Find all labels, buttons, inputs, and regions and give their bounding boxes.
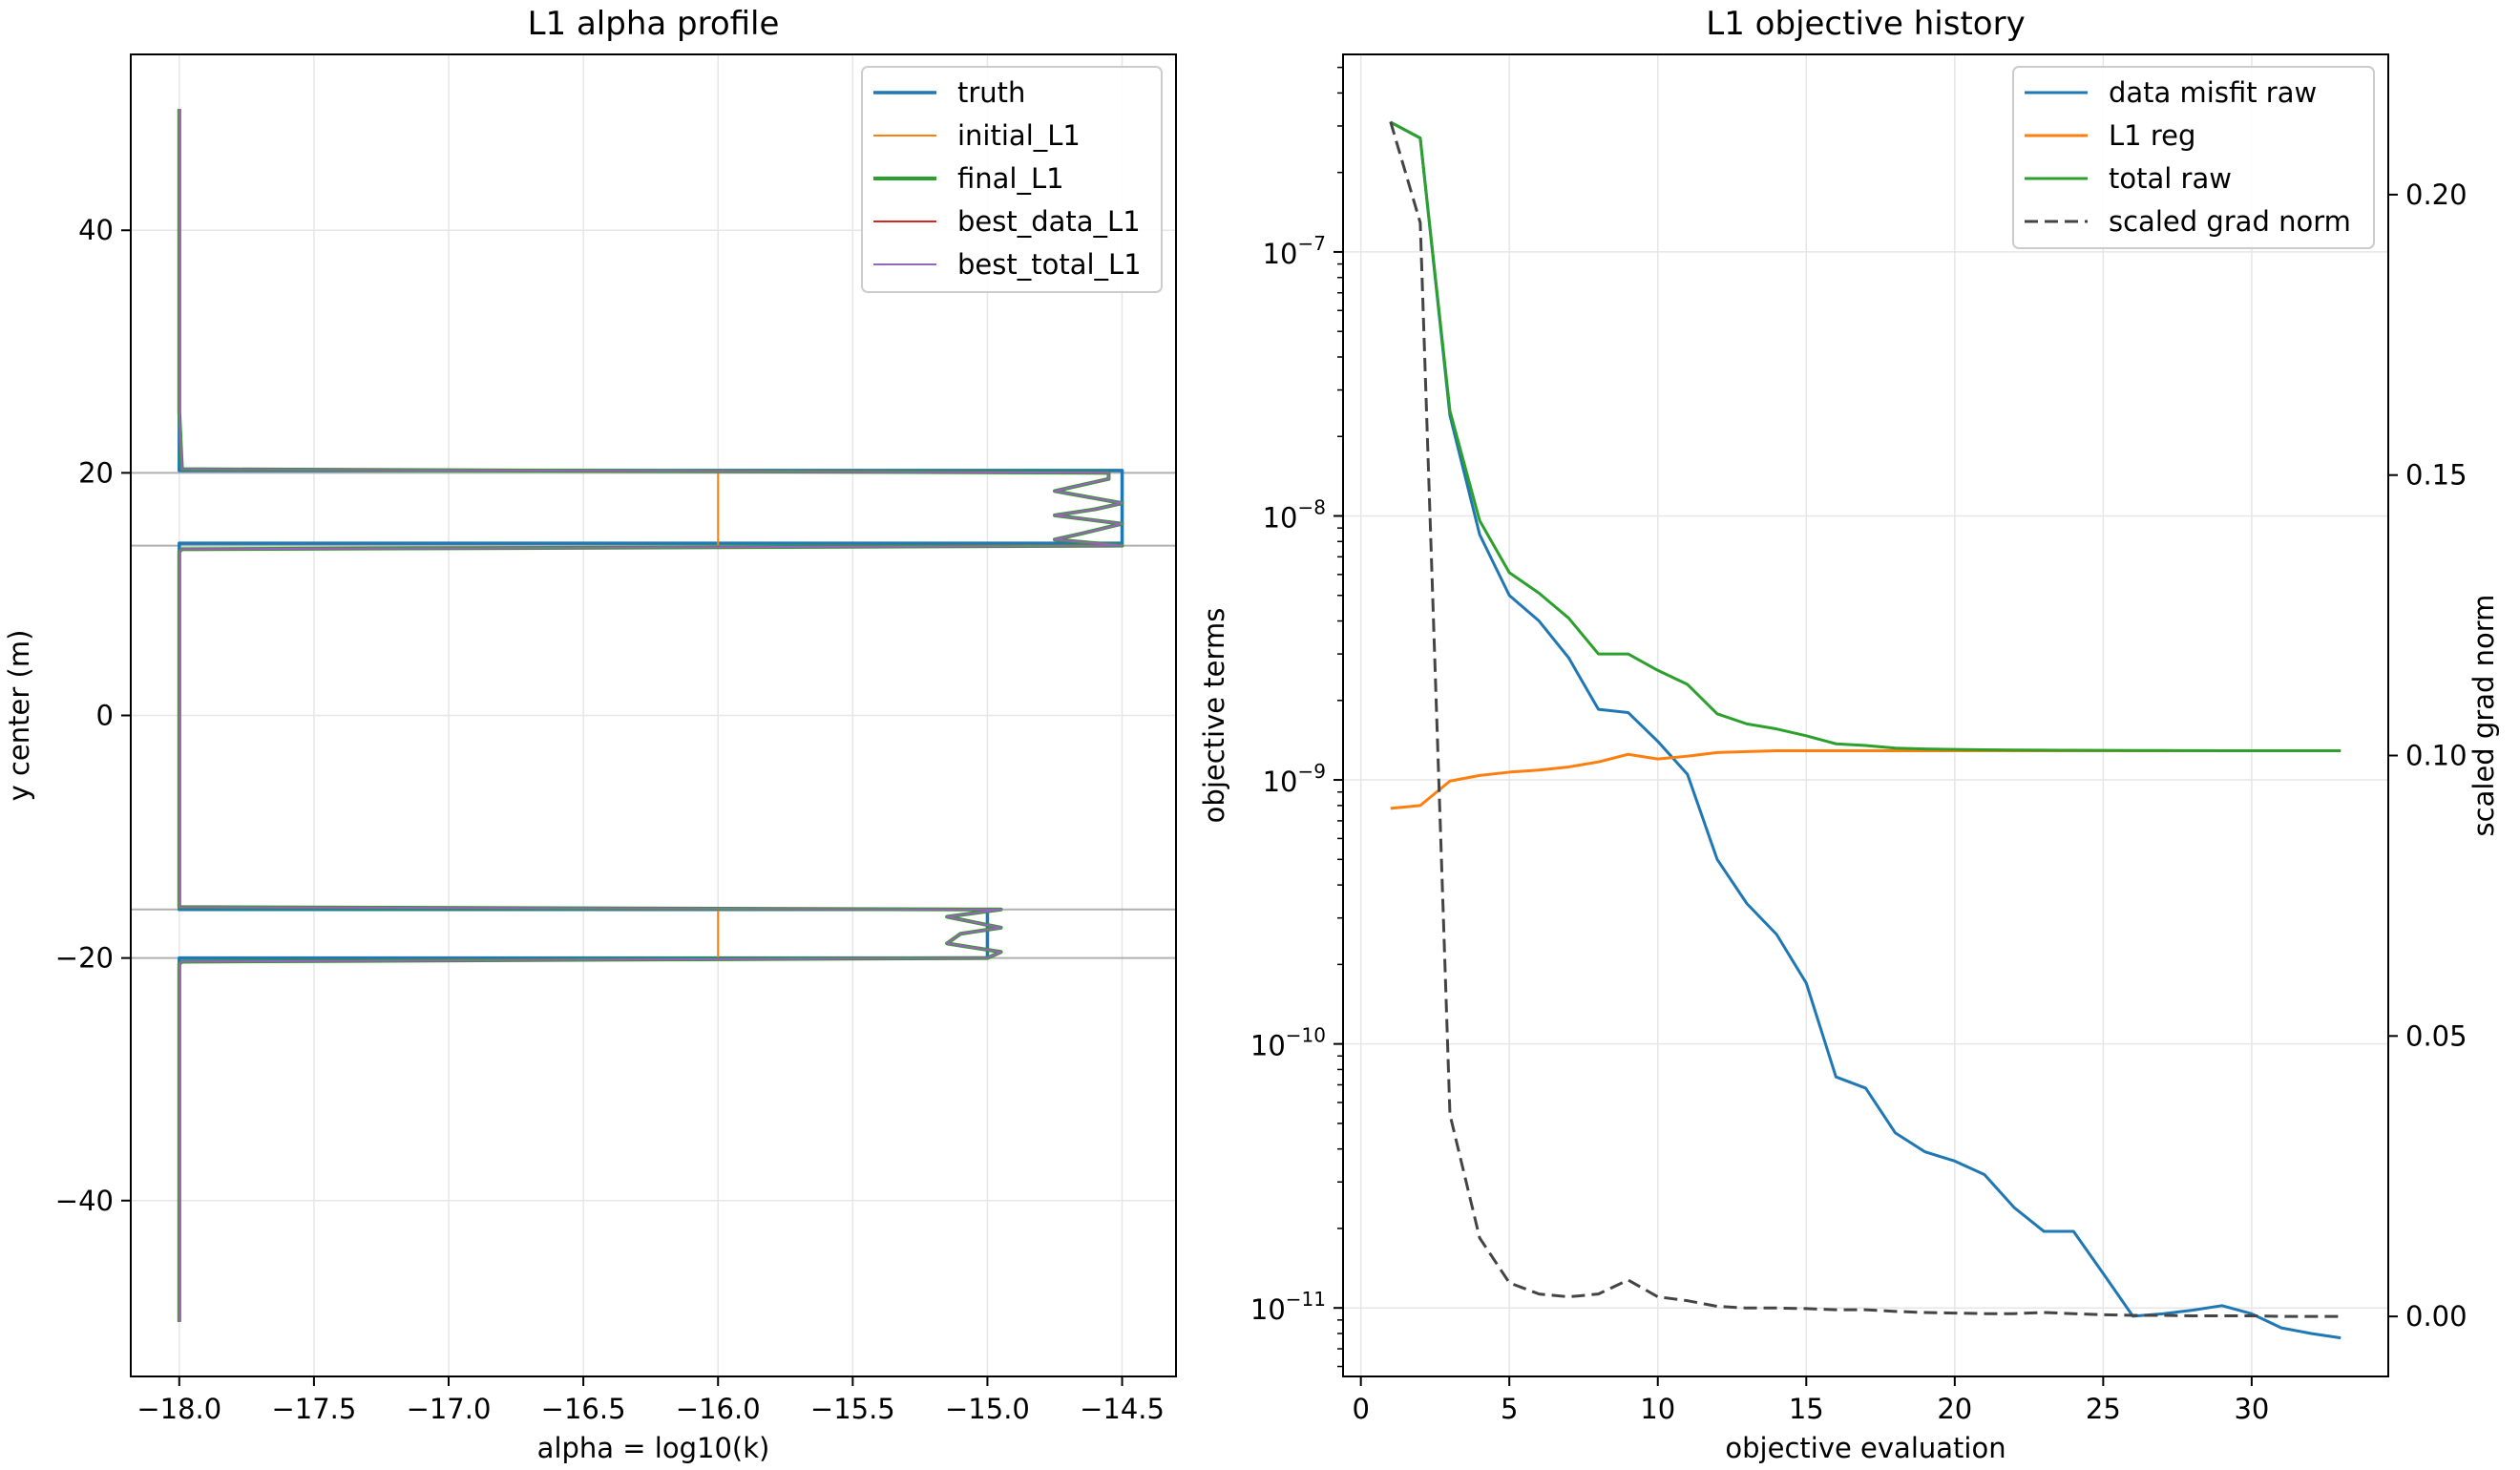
x-tick-label: −16.5 bbox=[541, 1393, 626, 1425]
series-line-best_total_L1 bbox=[178, 109, 1124, 1322]
x-tick-label: 20 bbox=[1937, 1393, 1972, 1425]
y-tick-label: 10−11 bbox=[1250, 1288, 1326, 1326]
x-tick-label: −15.0 bbox=[945, 1393, 1030, 1425]
legend-label: truth bbox=[957, 76, 1025, 109]
x-tick-label: 10 bbox=[1640, 1393, 1675, 1425]
y-axis-label: objective terms bbox=[1198, 608, 1230, 824]
y-tick-base: 10 bbox=[1250, 1030, 1286, 1062]
y-tick-label: −40 bbox=[55, 1185, 114, 1217]
legend-label: best_data_L1 bbox=[957, 205, 1141, 238]
y-right-axis-label: scaled grad norm bbox=[2468, 595, 2500, 837]
legend-label: scaled grad norm bbox=[2109, 205, 2351, 238]
y-tick-base: 10 bbox=[1263, 766, 1298, 798]
x-tick-label: −16.0 bbox=[676, 1393, 761, 1425]
y-tick-label: 10−10 bbox=[1250, 1024, 1326, 1062]
x-tick-label: −17.5 bbox=[271, 1393, 356, 1425]
x-tick-label: 25 bbox=[2086, 1393, 2121, 1425]
x-tick-label: 15 bbox=[1789, 1393, 1824, 1425]
y-tick-label: −20 bbox=[55, 942, 114, 975]
legend-label: best_total_L1 bbox=[957, 248, 1142, 281]
y-right-tick-label: 0.20 bbox=[2405, 178, 2468, 211]
legend: truth initial_L1 final_L1 best_data_L1 best_… bbox=[861, 66, 1163, 293]
y-tick-exponent: −7 bbox=[1298, 232, 1326, 255]
y-tick-base: 10 bbox=[1263, 501, 1298, 534]
x-tick-label: −15.5 bbox=[810, 1393, 895, 1425]
x-axis-label: objective evaluation bbox=[1725, 1432, 2006, 1464]
objective-history-panel: 0 5 10 15 20 25 3010−1110−1010−910−810−70.000.… bbox=[1198, 5, 2500, 1464]
legend-label: data misfit raw bbox=[2109, 76, 2317, 109]
x-tick-label: −18.0 bbox=[136, 1393, 221, 1425]
y-tick-exponent: −9 bbox=[1298, 760, 1326, 783]
legend: data misfit raw L1 reg total raw scaled gra… bbox=[2012, 66, 2375, 249]
legend-label: final_L1 bbox=[957, 162, 1064, 195]
y-tick-exponent: −10 bbox=[1286, 1024, 1326, 1047]
y-tick-label: 10−7 bbox=[1263, 232, 1326, 270]
y-tick-label: 0 bbox=[96, 700, 114, 732]
legend-label: total raw bbox=[2109, 162, 2232, 195]
x-tick-label: 5 bbox=[1501, 1393, 1518, 1425]
series-line-total-raw bbox=[1390, 120, 2342, 752]
series-line-scaled-grad-norm bbox=[1389, 121, 2342, 1318]
chart-title: L1 alpha profile bbox=[528, 5, 780, 43]
x-tick-label: −17.0 bbox=[407, 1393, 492, 1425]
chart-title: L1 objective history bbox=[1706, 5, 2025, 43]
plot-frame bbox=[1342, 53, 2389, 1377]
y-right-tick-label: 0.05 bbox=[2405, 1019, 2468, 1052]
y-axis-label: y center (m) bbox=[3, 630, 35, 802]
x-tick-label: 0 bbox=[1352, 1393, 1369, 1425]
legend-box bbox=[861, 66, 1163, 293]
x-axis-label: alpha = log10(k) bbox=[537, 1432, 770, 1464]
y-tick-label: 20 bbox=[78, 456, 114, 489]
y-right-tick-label: 0.00 bbox=[2405, 1300, 2468, 1333]
legend-label: L1 reg bbox=[2109, 119, 2195, 152]
y-right-tick-label: 0.15 bbox=[2405, 459, 2468, 492]
y-tick-label: 40 bbox=[78, 214, 114, 246]
y-tick-exponent: −8 bbox=[1298, 495, 1326, 518]
series-line-data-misfit-raw bbox=[1390, 120, 2342, 1340]
x-tick-label: 30 bbox=[2234, 1393, 2269, 1425]
legend-label: initial_L1 bbox=[957, 119, 1081, 152]
y-tick-exponent: −11 bbox=[1286, 1288, 1326, 1311]
y-right-tick-label: 0.10 bbox=[2405, 740, 2468, 772]
alpha-profile-panel: −18.0 −17.5 −17.0 −16.5 −16.0 −15.5 −15.0 −14.5… bbox=[3, 5, 1177, 1464]
y-tick-label: 10−9 bbox=[1263, 760, 1326, 798]
y-tick-base: 10 bbox=[1250, 1293, 1286, 1326]
legend-box bbox=[2012, 66, 2375, 249]
y-tick-label: 10−8 bbox=[1263, 495, 1326, 534]
x-tick-label: −14.5 bbox=[1080, 1393, 1165, 1425]
y-tick-base: 10 bbox=[1263, 238, 1298, 270]
